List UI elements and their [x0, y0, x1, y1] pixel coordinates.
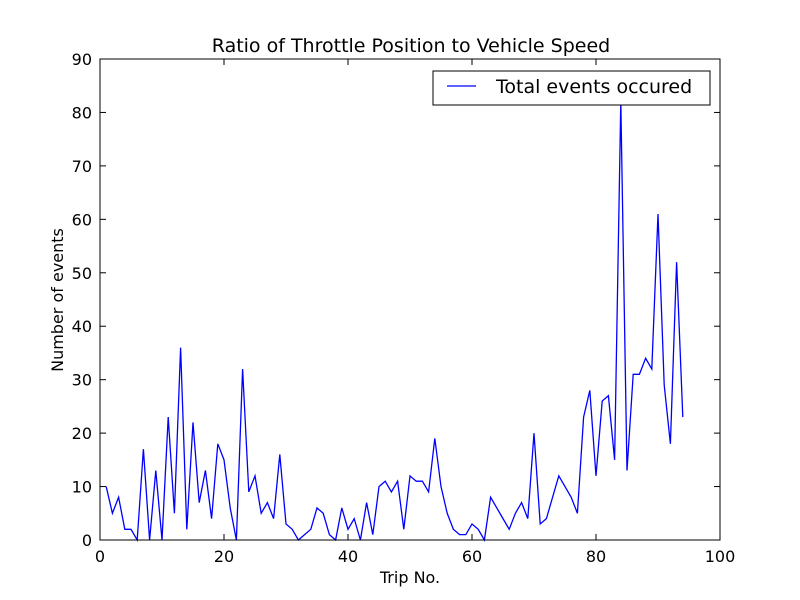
chart-title: Ratio of Throttle Position to Vehicle Sp… [212, 35, 610, 57]
x-axis-title: Trip No. [379, 568, 440, 587]
x-tick-label: 40 [338, 547, 358, 566]
legend-label: Total events occured [495, 76, 692, 98]
y-tick-label: 30 [72, 371, 92, 390]
plot-frame [99, 58, 721, 541]
x-tick-label: 0 [95, 547, 105, 566]
y-tick-label: 40 [72, 317, 92, 336]
x-tick-label: 60 [462, 547, 482, 566]
series-line-0 [105, 101, 684, 543]
legend-box [432, 70, 711, 106]
y-tick-label: 50 [72, 264, 92, 283]
x-tick-label: 80 [586, 547, 606, 566]
y-tick-label: 60 [72, 210, 92, 229]
y-axis-title: Number of events [48, 228, 67, 372]
x-tick-label: 20 [214, 547, 234, 566]
x-tick-label: 100 [705, 547, 736, 566]
y-tick-label: 80 [72, 103, 92, 122]
y-tick-label: 70 [72, 157, 92, 176]
legend: Total events occured [432, 70, 711, 106]
y-tick-label: 0 [82, 531, 92, 550]
y-tick-label: 10 [72, 478, 92, 497]
y-tick-label: 20 [72, 424, 92, 443]
y-tick-label: 90 [72, 50, 92, 69]
plot-area [105, 101, 684, 543]
